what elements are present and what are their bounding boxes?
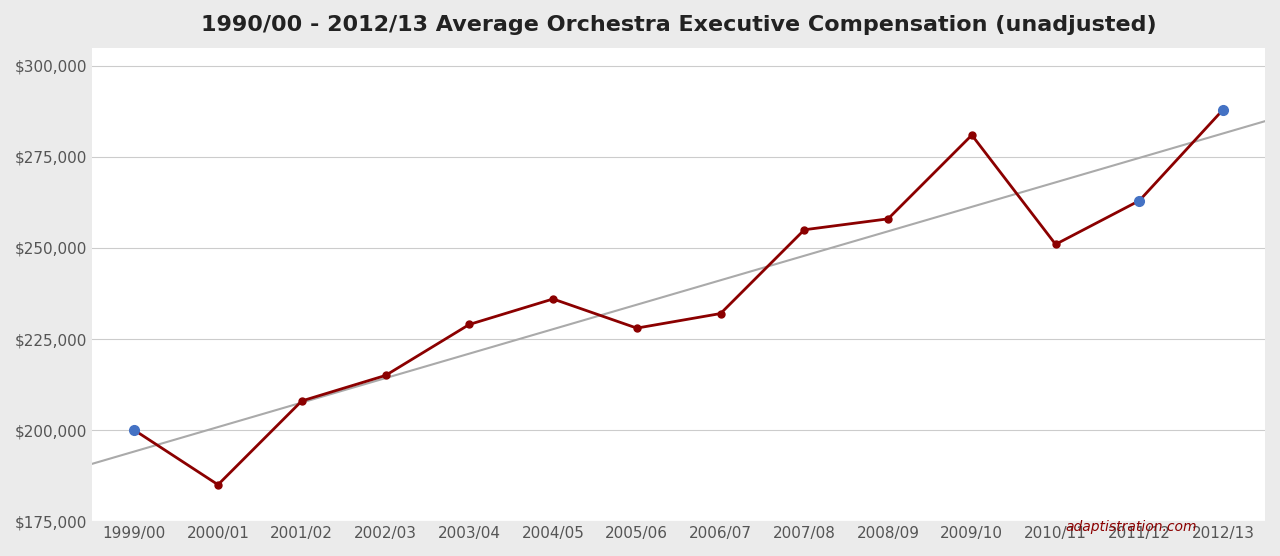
Title: 1990/00 - 2012/13 Average Orchestra Executive Compensation (unadjusted): 1990/00 - 2012/13 Average Orchestra Exec… (201, 15, 1157, 35)
Text: adaptistration.com: adaptistration.com (1065, 520, 1197, 534)
